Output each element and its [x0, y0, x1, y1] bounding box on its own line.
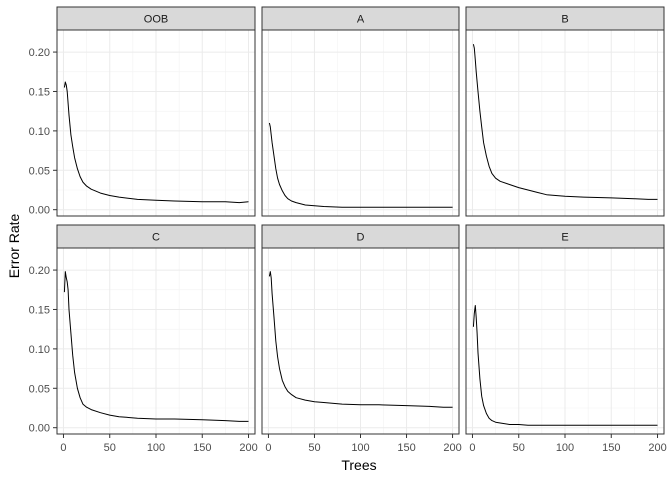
facet-strip: [261, 224, 460, 249]
facet-strip-label: C: [152, 232, 160, 244]
error-rate-line-c: [63, 271, 249, 422]
facet-strip: [56, 6, 256, 31]
x-tick-label: 150: [193, 442, 211, 454]
error-rate-line-a: [268, 122, 453, 208]
facet-strip-label: A: [357, 14, 365, 26]
y-tick-label: 0.15: [29, 304, 50, 316]
y-tick-label: 0.10: [29, 344, 50, 356]
facet-strip-label: D: [357, 232, 365, 244]
facet-panels: OOB A B C D E: [56, 6, 665, 435]
facet-strip: [465, 224, 665, 249]
y-tick-label: 0.05: [29, 383, 50, 395]
facet-strip: [56, 224, 256, 249]
facet-panel-b: B: [465, 6, 665, 217]
y-tick-label: 0.20: [29, 265, 50, 277]
facet-panel-e: E: [465, 224, 665, 435]
facet-strip-label: B: [561, 14, 568, 26]
y-tick-label: 0.10: [29, 126, 50, 138]
x-tick-label: 100: [147, 442, 165, 454]
facet-strip: [465, 6, 665, 31]
facet-strip-label: OOB: [144, 14, 168, 26]
facet-panel-oob: OOB: [56, 6, 256, 217]
x-tick-label: 0: [469, 442, 475, 454]
x-tick-label: 50: [104, 442, 116, 454]
facet-panel-c: C: [56, 224, 256, 435]
x-tick-label: 0: [60, 442, 66, 454]
x-tick-label: 200: [648, 442, 666, 454]
x-tick-label: 150: [397, 442, 415, 454]
x-axis-title: Trees: [341, 457, 376, 473]
y-tick-label: 0.15: [29, 86, 50, 98]
y-axis-title: Error Rate: [6, 214, 22, 279]
x-tick-label: 200: [239, 442, 257, 454]
x-tick-label: 50: [308, 442, 320, 454]
x-tick-label: 100: [351, 442, 369, 454]
error-rate-line-oob: [63, 81, 249, 204]
y-tick-label: 0.00: [29, 205, 50, 217]
y-tick-label: 0.20: [29, 47, 50, 59]
error-rate-line-b: [472, 44, 658, 200]
x-tick-label: 0: [265, 442, 271, 454]
y-tick-label: 0.00: [29, 423, 50, 435]
x-tick-label: 150: [602, 442, 620, 454]
error-rate-line-e: [472, 305, 658, 426]
y-tick-label: 0.05: [29, 165, 50, 177]
facet-panel-a: A: [261, 6, 460, 217]
x-tick-label: 200: [443, 442, 461, 454]
x-tick-label: 100: [556, 442, 574, 454]
axes: 0.00 0.05 0.10 0.15 0.20 0.00 0.05 0.10 0.15 0.20…: [29, 47, 667, 454]
facet-strip-label: E: [561, 232, 568, 244]
error-rate-line-d: [268, 271, 453, 408]
facet-panel-d: D: [261, 224, 460, 435]
facet-strip: [261, 6, 460, 31]
x-tick-label: 50: [513, 442, 525, 454]
